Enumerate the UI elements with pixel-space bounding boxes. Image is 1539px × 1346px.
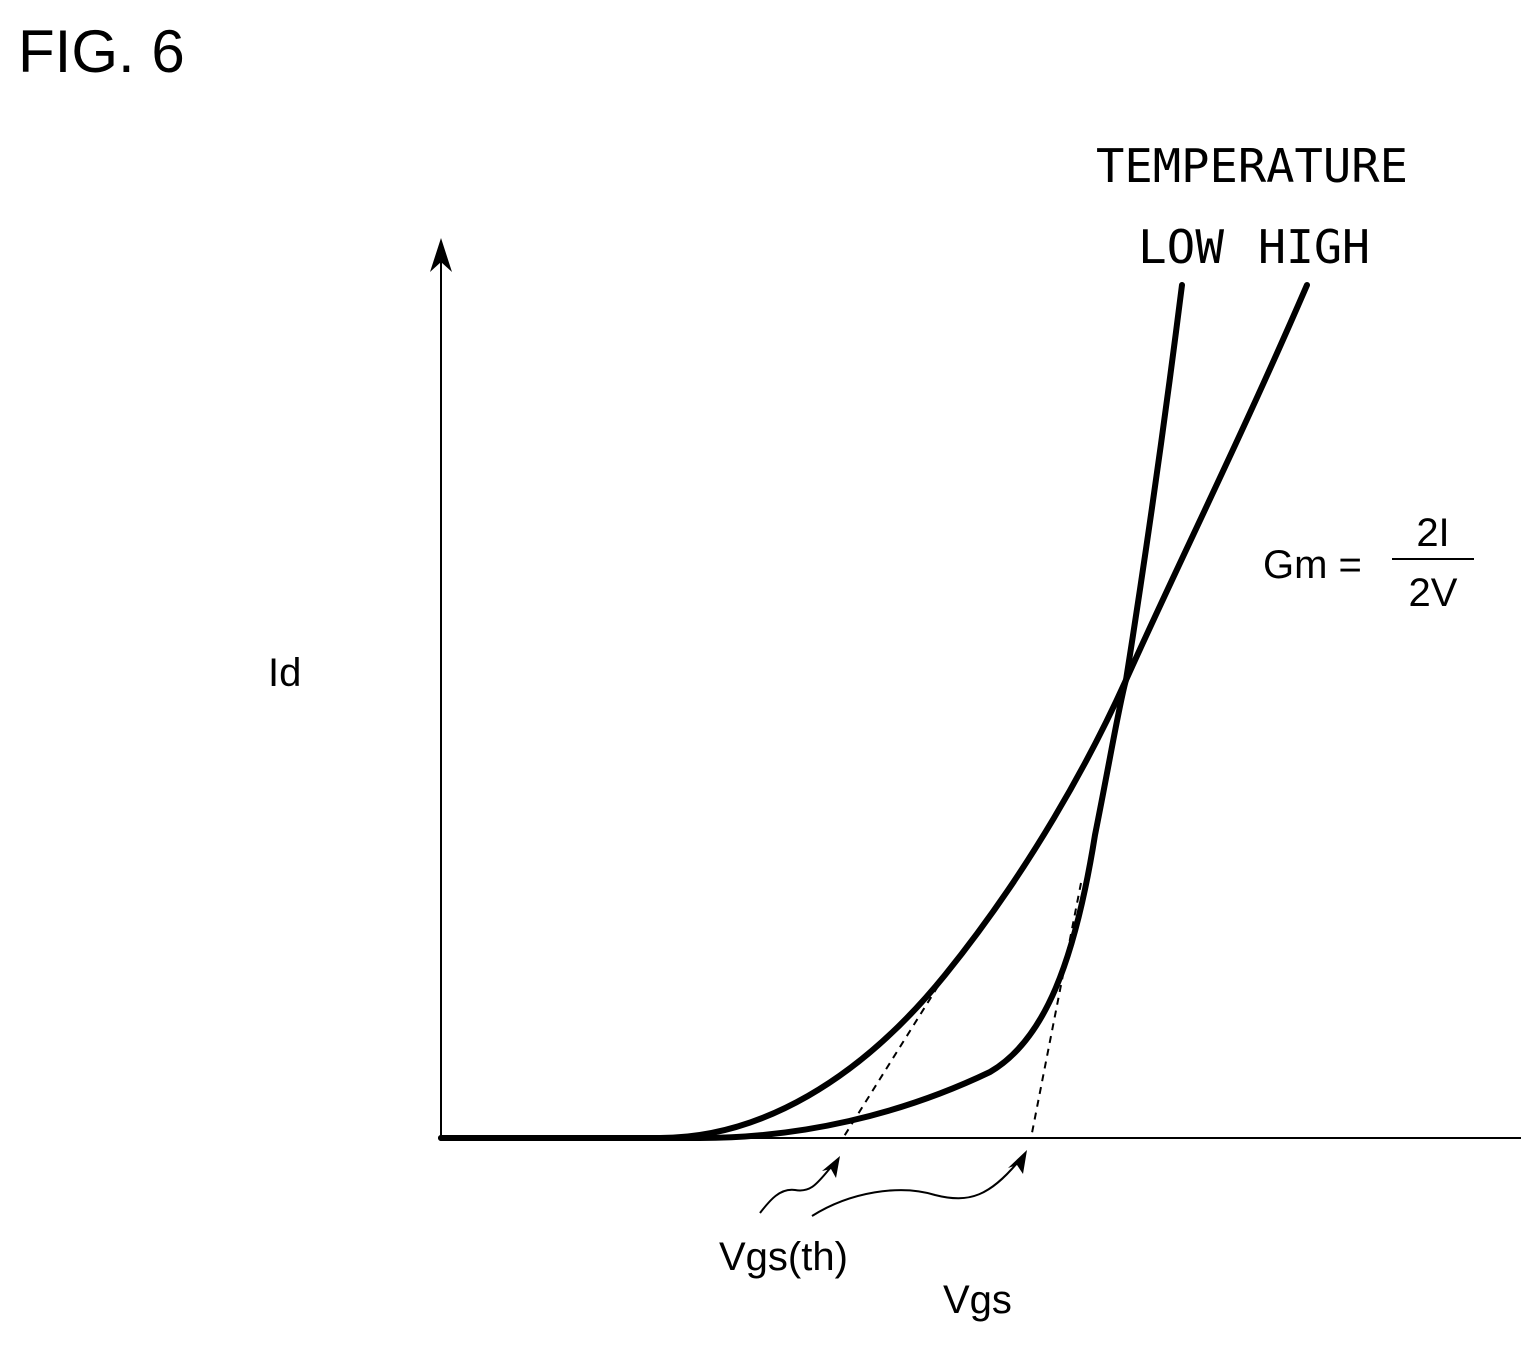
high-curve-tangent	[842, 974, 946, 1139]
low-curve-tangent	[1030, 882, 1082, 1139]
threshold-voltage-label: Vgs(th)	[719, 1235, 848, 1279]
legend-low-label: LOW	[1138, 220, 1224, 274]
y-axis-arrowhead	[430, 238, 452, 272]
high-temperature-curve	[438, 282, 1310, 1141]
threshold-leader-low	[811, 1161, 1019, 1217]
legend-high-label: HIGH	[1258, 220, 1370, 274]
formula-lhs: Gm =	[1263, 543, 1362, 587]
formula-numerator: 2I	[1416, 511, 1449, 555]
threshold-leader-low-arrowhead	[1008, 1150, 1027, 1174]
threshold-leader-high	[759, 1165, 833, 1214]
x-axis-label: Vgs	[943, 1278, 1012, 1322]
legend-title: TEMPERATURE	[1096, 139, 1408, 193]
threshold-leader-high-arrowhead	[822, 1156, 840, 1178]
y-axis-label: Id	[268, 651, 301, 695]
low-temperature-curve	[438, 282, 1185, 1141]
formula-denominator: 2V	[1409, 571, 1458, 615]
figure-label: FIG. 6	[18, 18, 185, 85]
